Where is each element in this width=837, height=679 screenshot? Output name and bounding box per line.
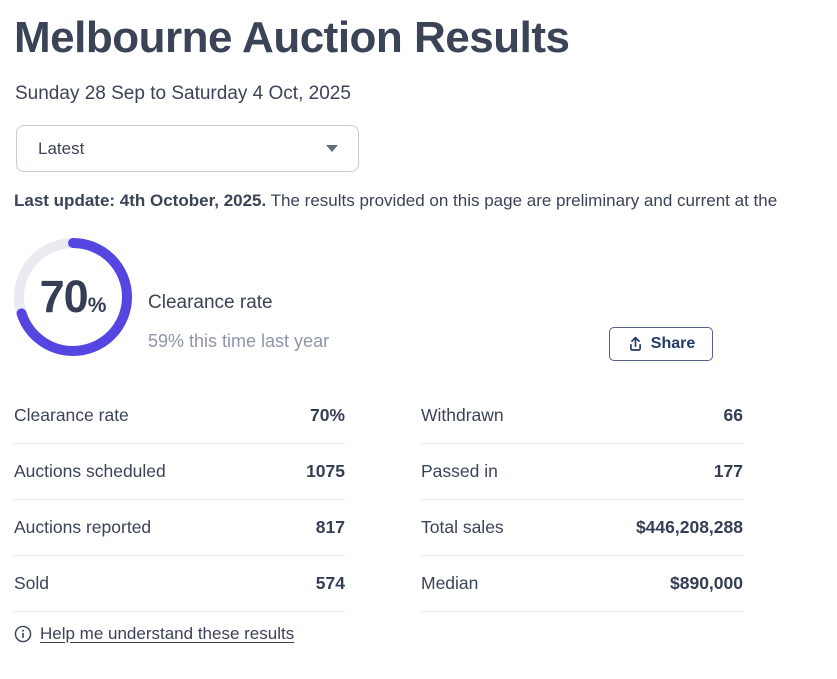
stats-column-right: Withdrawn 66 Passed in 177 Total sales $… — [421, 388, 743, 612]
stat-label: Total sales — [421, 517, 504, 537]
help-link-label: Help me understand these results — [40, 624, 295, 643]
chevron-down-icon — [326, 145, 338, 152]
stat-row-total-sales: Total sales $446,208,288 — [421, 500, 743, 556]
stat-label: Auctions scheduled — [14, 461, 166, 481]
stat-value: $890,000 — [670, 573, 743, 593]
stat-value: 574 — [315, 573, 345, 593]
stat-value: $446,208,288 — [635, 517, 743, 537]
stats-column-left: Clearance rate 70% Auctions scheduled 10… — [14, 388, 345, 612]
date-range: Sunday 28 Sep to Saturday 4 Oct, 2025 — [15, 83, 351, 104]
results-week-dropdown[interactable]: Latest — [16, 125, 359, 172]
dropdown-selected-value: Latest — [38, 138, 85, 158]
last-update-notice: Last update: 4th October, 2025. The resu… — [14, 191, 777, 211]
stat-value: 66 — [723, 405, 743, 425]
clearance-rate-label: Clearance rate — [148, 292, 273, 313]
stat-value: 817 — [315, 517, 345, 537]
stat-label: Auctions reported — [14, 517, 152, 537]
stat-row-clearance-rate: Clearance rate 70% — [14, 388, 345, 444]
clearance-percent-value: 70% — [39, 271, 107, 322]
stat-value: 1075 — [306, 461, 345, 481]
help-understand-results-link[interactable]: Help me understand these results — [14, 624, 294, 644]
info-icon — [14, 625, 32, 643]
donut-chart-svg — [14, 238, 132, 356]
stat-row-auctions-reported: Auctions reported 817 — [14, 500, 345, 556]
stat-row-median: Median $890,000 — [421, 556, 743, 612]
clearance-rate-donut: 70% — [13, 237, 133, 357]
share-button[interactable]: Share — [609, 327, 713, 361]
stat-value: 177 — [713, 461, 743, 481]
last-update-date: Last update: 4th October, 2025. — [14, 191, 267, 210]
stat-row-auctions-scheduled: Auctions scheduled 1075 — [14, 444, 345, 500]
share-upload-icon — [627, 335, 644, 353]
stat-row-passed-in: Passed in 177 — [421, 444, 743, 500]
stat-row-sold: Sold 574 — [14, 556, 345, 612]
page-title: Melbourne Auction Results — [14, 13, 570, 62]
stat-label: Sold — [14, 573, 50, 593]
stat-value: 70% — [309, 405, 345, 425]
stat-label: Median — [421, 573, 479, 593]
stat-label: Clearance rate — [14, 405, 129, 425]
stat-row-withdrawn: Withdrawn 66 — [421, 388, 743, 444]
last-update-text: The results provided on this page are pr… — [266, 191, 778, 210]
share-button-label: Share — [650, 335, 696, 352]
stat-label: Passed in — [421, 461, 498, 481]
stat-label: Withdrawn — [421, 405, 504, 425]
clearance-last-year: 59% this time last year — [148, 331, 330, 351]
